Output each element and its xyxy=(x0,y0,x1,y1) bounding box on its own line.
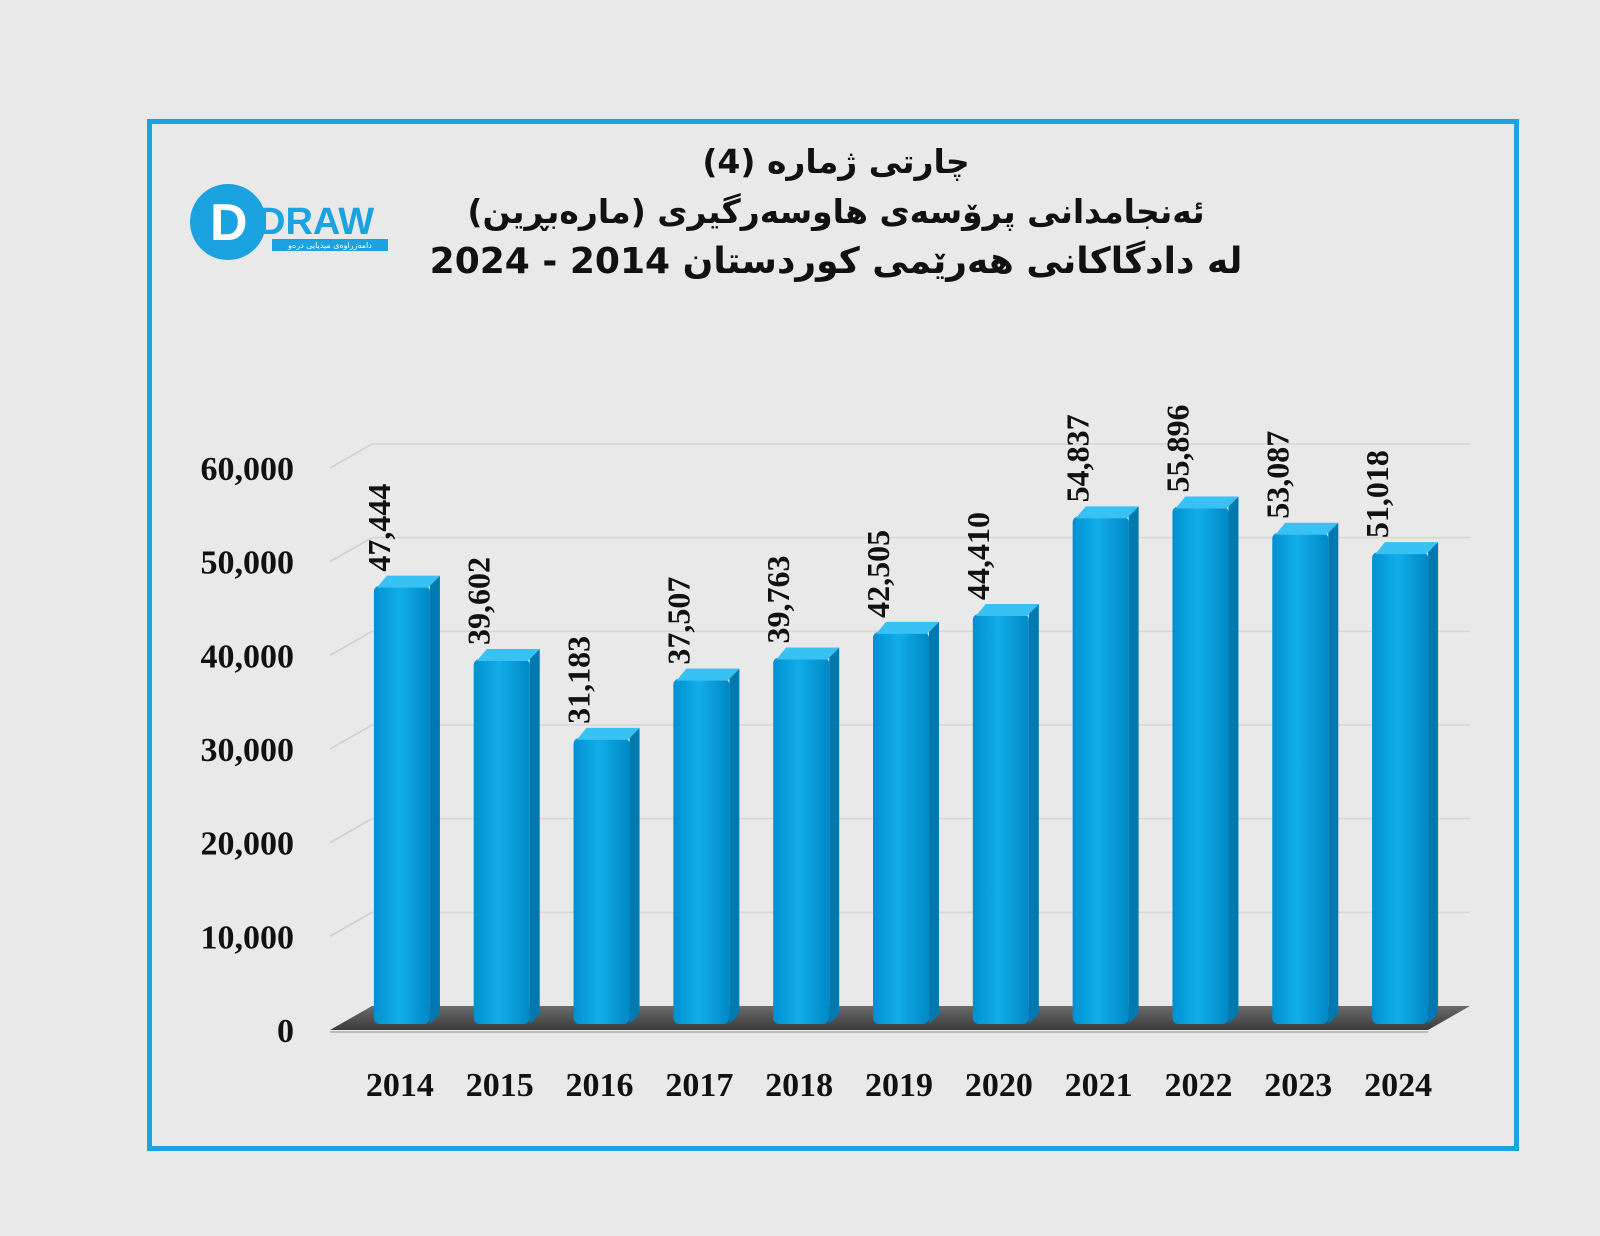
bar-front xyxy=(573,737,630,1024)
draw-logo: D DRAW دامەزراوەی میدیایی درەو xyxy=(190,184,388,260)
bar-side xyxy=(629,727,640,1024)
bar-side xyxy=(729,668,740,1024)
bar xyxy=(1372,542,1439,1024)
bar-top xyxy=(1375,542,1439,555)
bar-top xyxy=(376,575,440,588)
bar-side xyxy=(1228,496,1239,1024)
bar-front xyxy=(473,659,530,1024)
data-label: 47,444 xyxy=(361,484,397,572)
bar-front xyxy=(1372,552,1429,1024)
y-tick-label: 30,000 xyxy=(201,732,295,769)
title-line-1: چارتی ژمارە (4) xyxy=(702,142,970,181)
logo-tagline-bar xyxy=(272,239,388,251)
bar xyxy=(473,649,540,1024)
bar-top xyxy=(476,649,540,662)
x-tick-label: 2020 xyxy=(965,1067,1033,1104)
logo-text: DRAW xyxy=(258,201,374,243)
bar-front xyxy=(673,678,730,1024)
bars xyxy=(373,496,1439,1024)
data-label: 55,896 xyxy=(1159,404,1195,492)
bar-top xyxy=(576,727,640,740)
bar-front xyxy=(873,631,929,1024)
data-label: 44,410 xyxy=(960,512,996,600)
x-tick-label: 2014 xyxy=(366,1067,434,1104)
bar xyxy=(1272,522,1339,1024)
x-axis-labels: 2014 2015 2016 2017 2018 2019 2020 2021 2022 2023… xyxy=(366,1067,1432,1104)
data-label: 51,018 xyxy=(1359,450,1395,538)
bar-top xyxy=(1275,522,1339,535)
bar xyxy=(373,575,440,1024)
x-tick-label: 2015 xyxy=(466,1067,534,1104)
gridline-diagonal xyxy=(329,724,373,750)
y-tick-label: 50,000 xyxy=(201,545,295,582)
title-line-2: ئەنجامدانی پرۆسەی هاوسەرگیری (مارەبڕین) xyxy=(467,192,1205,231)
x-tick-label: 2024 xyxy=(1364,1067,1432,1104)
y-tick-label: 10,000 xyxy=(201,919,295,956)
data-label: 42,505 xyxy=(860,530,896,618)
bar xyxy=(873,621,939,1024)
bar-top xyxy=(676,668,740,681)
data-label: 37,507 xyxy=(660,577,696,665)
bar-side xyxy=(929,621,939,1024)
chart-title: چارتی ژمارە (4) ئەنجامدانی پرۆسەی هاوسەر… xyxy=(0,137,1600,287)
x-tick-label: 2022 xyxy=(1164,1067,1232,1104)
bar-front xyxy=(1172,506,1229,1024)
data-label: 54,837 xyxy=(1060,414,1096,502)
gridline-diagonal xyxy=(329,630,373,656)
bar-side xyxy=(1028,604,1039,1024)
logo-tagline: دامەزراوەی میدیایی درەو xyxy=(287,241,372,250)
data-label: 39,602 xyxy=(461,557,497,645)
x-tick-label: 2016 xyxy=(566,1067,634,1104)
x-tick-label: 2017 xyxy=(665,1067,733,1104)
bar-top xyxy=(876,621,939,634)
title-line-3: لە دادگاکانی هەرێمی کوردستان 2014 - 2024 xyxy=(429,241,1243,282)
x-tick-label: 2019 xyxy=(865,1067,933,1104)
data-label: 39,763 xyxy=(760,556,796,644)
logo-circle xyxy=(190,184,266,260)
y-axis-labels: 0 10,000 20,000 30,000 40,000 50,000 60,000 xyxy=(201,451,295,1050)
data-labels: 47,444 39,602 31,183 37,507 39,763 42,505 44,4… xyxy=(361,404,1395,723)
bar-side xyxy=(1328,522,1339,1024)
bar-top xyxy=(975,604,1039,617)
data-label: 53,087 xyxy=(1259,431,1295,519)
y-tick-label: 20,000 xyxy=(201,826,295,863)
x-tick-label: 2018 xyxy=(765,1067,833,1104)
data-label: 31,183 xyxy=(561,636,597,724)
bar xyxy=(573,727,640,1024)
bar xyxy=(773,647,840,1024)
bar-side xyxy=(529,649,540,1024)
bar-side xyxy=(829,647,840,1024)
bar-side xyxy=(1428,542,1439,1024)
y-tick-label: 40,000 xyxy=(201,638,295,675)
bar-front xyxy=(1072,516,1129,1024)
bar-front xyxy=(373,585,430,1024)
gridline-diagonal xyxy=(329,818,373,844)
gridline-diagonal xyxy=(329,911,373,937)
y-tick-label: 0 xyxy=(277,1013,294,1050)
y-tick-label: 60,000 xyxy=(201,451,295,488)
gridline-diagonal xyxy=(329,537,373,563)
logo-d: D xyxy=(210,194,248,252)
bar xyxy=(972,604,1039,1024)
x-tick-label: 2021 xyxy=(1065,1067,1133,1104)
bar xyxy=(1072,506,1139,1024)
bar-front xyxy=(972,614,1029,1024)
bar xyxy=(1172,496,1239,1024)
bar-top xyxy=(776,647,840,660)
bar-top xyxy=(1175,496,1239,509)
bar-side xyxy=(1128,506,1139,1024)
bar-front xyxy=(1272,532,1329,1024)
x-tick-label: 2023 xyxy=(1264,1067,1332,1104)
gridline-diagonal xyxy=(329,443,373,469)
bar-top xyxy=(1075,506,1139,519)
bar-front xyxy=(773,657,830,1024)
bar xyxy=(673,668,740,1024)
bar-side xyxy=(429,575,440,1024)
